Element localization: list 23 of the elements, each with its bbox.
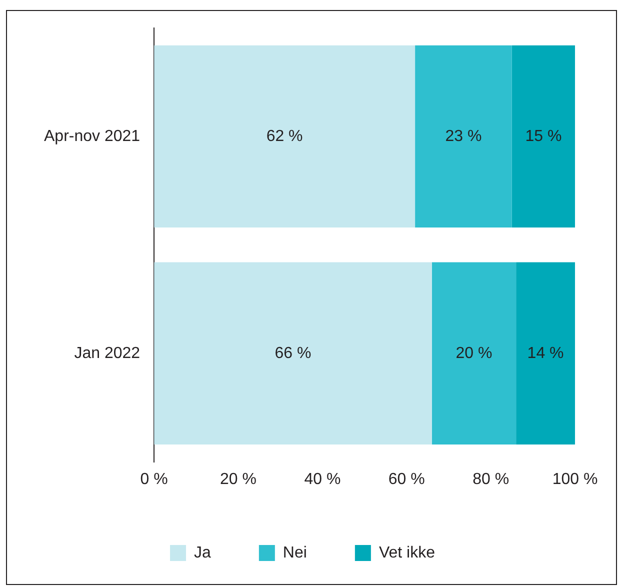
bar — [432, 262, 516, 444]
bar — [154, 262, 432, 444]
y-tick-label: Jan 2022 — [74, 344, 140, 362]
x-tick-label: 40 % — [304, 470, 341, 488]
data-label: 66 % — [274, 344, 312, 362]
legend-label: Nei — [282, 544, 307, 562]
data-label: 62 % — [266, 128, 303, 145]
x-tick-label: 20 % — [220, 470, 256, 488]
bar — [512, 45, 575, 228]
data-label: 15 % — [525, 128, 562, 145]
x-tick-label: 80 % — [472, 470, 510, 488]
legend-label: Ja — [194, 544, 212, 562]
legend-label: Vet ikke — [378, 544, 436, 562]
data-label: 23 % — [445, 128, 482, 145]
data-label: 14 % — [527, 344, 564, 362]
data-label: 20 % — [456, 344, 492, 362]
bar — [516, 262, 575, 444]
bar — [154, 45, 416, 228]
y-tick-label: Apr-nov 2021 — [44, 128, 140, 145]
bar — [415, 45, 512, 228]
x-tick-label: 60 % — [388, 470, 425, 488]
x-tick-label: 100 % — [552, 470, 598, 488]
x-tick-label: 0 % — [140, 470, 168, 488]
